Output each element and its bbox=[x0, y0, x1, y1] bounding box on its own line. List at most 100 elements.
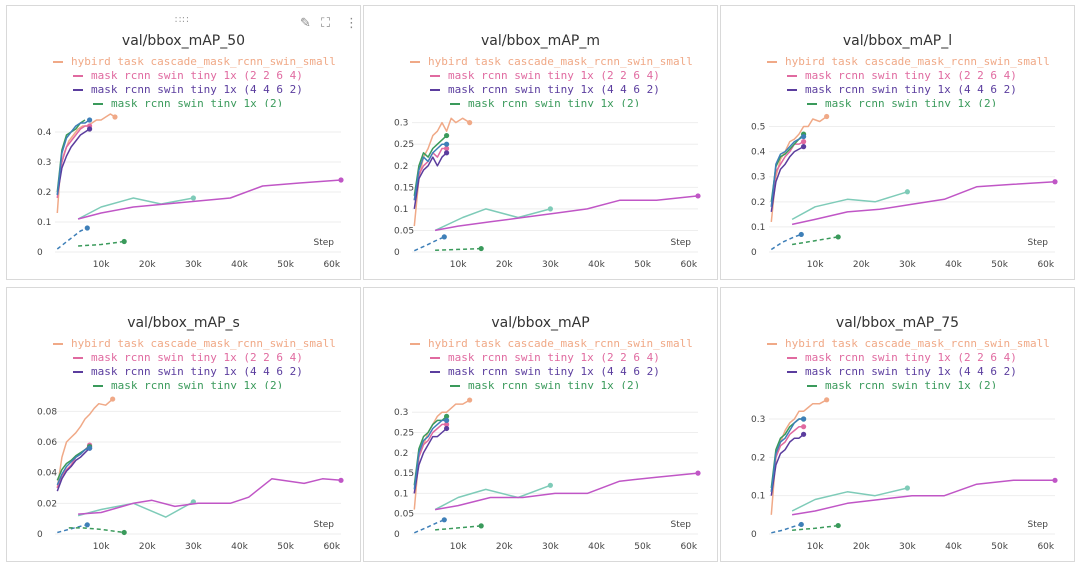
legend-item[interactable]: mask rcnn swin tiny 1x (2 2 6 4) bbox=[765, 69, 1065, 83]
legend-item[interactable]: mask rcnn swin tiny 1x (4 4 6 2) bbox=[765, 365, 1065, 379]
series-end-point bbox=[695, 470, 701, 476]
y-tick-label: 0.1 bbox=[751, 223, 765, 233]
y-tick-label: 0.1 bbox=[394, 489, 408, 499]
legend-item[interactable]: mask rcnn swin tiny 1x (2 2 6 4) bbox=[51, 351, 351, 365]
legend-swatch bbox=[93, 385, 103, 387]
series-line bbox=[77, 501, 194, 518]
expand-icon[interactable]: ⛶ bbox=[321, 16, 331, 31]
x-tick-label: 20k bbox=[496, 260, 513, 270]
x-tick-label: 60k bbox=[1037, 542, 1054, 552]
chart-panel[interactable]: val/bbox_mAP_75 hybird task cascade_mask_… bbox=[720, 287, 1075, 562]
legend-item[interactable]: hybird task cascade_mask_rcnn_swin_small bbox=[51, 55, 351, 69]
series-end-point bbox=[443, 141, 450, 147]
series-end-point bbox=[835, 234, 841, 240]
drag-handle-icon[interactable]: ∷∷ bbox=[175, 15, 190, 26]
legend-swatch bbox=[450, 103, 460, 105]
series-line bbox=[435, 525, 482, 531]
series-line bbox=[770, 425, 804, 492]
legend-item[interactable]: mask rcnn swin tiny 1x (4 4 6 2) bbox=[765, 83, 1065, 97]
series-end-point bbox=[798, 231, 804, 238]
series-end-point bbox=[443, 145, 450, 152]
legend-item[interactable]: mask rcnn swin tiny 1x (2 2 6 4) bbox=[408, 351, 708, 365]
legend-item[interactable]: mask rcnn swin tiny 1x (2 2 6 4) bbox=[765, 351, 1065, 365]
y-tick-label: 0.3 bbox=[751, 173, 765, 183]
legend-item[interactable]: mask rcnn swin tiny 1x (2) bbox=[51, 379, 351, 389]
series-end-point bbox=[86, 445, 93, 451]
legend-item[interactable]: mask rcnn swin tiny 1x (2) bbox=[408, 379, 708, 389]
series-line bbox=[791, 479, 1055, 516]
x-tick-label: 60k bbox=[323, 542, 340, 552]
series-line bbox=[770, 140, 804, 207]
chart-panel[interactable]: val/bbox_mAP hybird task cascade_mask_rcn… bbox=[363, 287, 718, 562]
legend-item[interactable]: hybird task cascade_mask_rcnn_swin_small bbox=[408, 337, 708, 351]
legend-item[interactable]: mask rcnn swin tiny 1x (2 2 6 4) bbox=[408, 69, 708, 83]
legend-item[interactable]: mask rcnn swin tiny 1x (2) bbox=[51, 97, 351, 107]
legend-item[interactable]: mask rcnn swin tiny 1x (2) bbox=[765, 379, 1065, 389]
legend: hybird task cascade_mask_rcnn_swin_small… bbox=[408, 55, 708, 107]
x-tick-label: 10k bbox=[450, 542, 467, 552]
series-end-point bbox=[112, 114, 118, 120]
legend-item[interactable]: hybird task cascade_mask_rcnn_swin_small bbox=[765, 337, 1065, 351]
legend-item[interactable]: mask rcnn swin tiny 1x (4 4 6 2) bbox=[51, 365, 351, 379]
series-line bbox=[56, 125, 90, 199]
legend-item[interactable]: mask rcnn swin tiny 1x (4 4 6 2) bbox=[51, 83, 351, 97]
y-tick-label: 0.15 bbox=[394, 183, 414, 193]
chart-panel[interactable]: val/bbox_mAP_m hybird task cascade_mask_r… bbox=[363, 5, 718, 280]
series-line bbox=[56, 227, 88, 250]
series-end-point bbox=[110, 396, 116, 402]
y-tick-label: 0.25 bbox=[394, 429, 414, 439]
legend-label: hybird task cascade_mask_rcnn_swin_small bbox=[428, 337, 693, 350]
x-tick-label: 30k bbox=[899, 260, 916, 270]
edit-icon[interactable]: ✎ bbox=[300, 16, 311, 31]
x-tick-label: 40k bbox=[588, 260, 605, 270]
legend-item[interactable]: mask rcnn swin tiny 1x (2) bbox=[765, 97, 1065, 107]
series-end-point bbox=[121, 238, 127, 245]
series-end-point bbox=[443, 132, 450, 139]
series-line bbox=[77, 179, 342, 220]
legend-swatch bbox=[807, 103, 817, 105]
series-line bbox=[434, 195, 699, 232]
legend-item[interactable]: mask rcnn swin tiny 1x (4 4 6 2) bbox=[408, 365, 708, 379]
series-end-point bbox=[443, 150, 450, 156]
series-end-point bbox=[547, 482, 553, 488]
x-tick-label: 20k bbox=[139, 542, 156, 552]
series-end-point bbox=[798, 521, 804, 528]
legend-label: mask rcnn swin tiny 1x (2 2 6 4) bbox=[91, 351, 303, 364]
x-tick-label: 40k bbox=[231, 542, 248, 552]
series-line bbox=[770, 418, 804, 492]
legend-label: mask rcnn swin tiny 1x (2) bbox=[111, 379, 284, 389]
legend-label: hybird task cascade_mask_rcnn_swin_small bbox=[428, 55, 693, 68]
legend-swatch bbox=[53, 343, 63, 345]
chart-panel[interactable]: val/bbox_mAP_l hybird task cascade_mask_r… bbox=[720, 5, 1075, 280]
y-tick-label: 0 bbox=[751, 248, 757, 258]
legend-label: mask rcnn swin tiny 1x (2) bbox=[825, 379, 998, 389]
y-tick-label: 0 bbox=[394, 248, 400, 258]
legend-swatch bbox=[93, 103, 103, 105]
legend-label: hybird task cascade_mask_rcnn_swin_small bbox=[71, 337, 336, 350]
x-tick-label: 20k bbox=[853, 260, 870, 270]
legend: hybird task cascade_mask_rcnn_swin_small… bbox=[765, 55, 1065, 107]
x-tick-label: 40k bbox=[231, 260, 248, 270]
x-axis-label: Step bbox=[314, 520, 335, 530]
legend-swatch bbox=[73, 357, 83, 359]
legend-label: mask rcnn swin tiny 1x (2) bbox=[825, 97, 998, 107]
x-tick-label: 50k bbox=[277, 260, 294, 270]
more-icon[interactable]: ⋮ bbox=[345, 16, 358, 31]
legend-item[interactable]: hybird task cascade_mask_rcnn_swin_small bbox=[51, 337, 351, 351]
chart-title: val/bbox_mAP_50 bbox=[121, 33, 246, 49]
chart-panel[interactable]: val/bbox_mAP_s hybird task cascade_mask_r… bbox=[6, 287, 361, 562]
legend-item[interactable]: hybird task cascade_mask_rcnn_swin_small bbox=[765, 55, 1065, 69]
x-tick-label: 50k bbox=[277, 542, 294, 552]
legend-item[interactable]: mask rcnn swin tiny 1x (4 4 6 2) bbox=[408, 83, 708, 97]
legend-label: mask rcnn swin tiny 1x (2) bbox=[468, 379, 641, 389]
legend-item[interactable]: mask rcnn swin tiny 1x (2) bbox=[408, 97, 708, 107]
legend-item[interactable]: mask rcnn swin tiny 1x (2 2 6 4) bbox=[51, 69, 351, 83]
series-line bbox=[791, 191, 908, 221]
series-end-point bbox=[1052, 179, 1058, 185]
series-end-point bbox=[338, 477, 344, 483]
legend-label: mask rcnn swin tiny 1x (2 2 6 4) bbox=[805, 69, 1017, 82]
legend-item[interactable]: hybird task cascade_mask_rcnn_swin_small bbox=[408, 55, 708, 69]
series-end-point bbox=[84, 522, 90, 528]
legend-label: hybird task cascade_mask_rcnn_swin_small bbox=[785, 337, 1050, 350]
